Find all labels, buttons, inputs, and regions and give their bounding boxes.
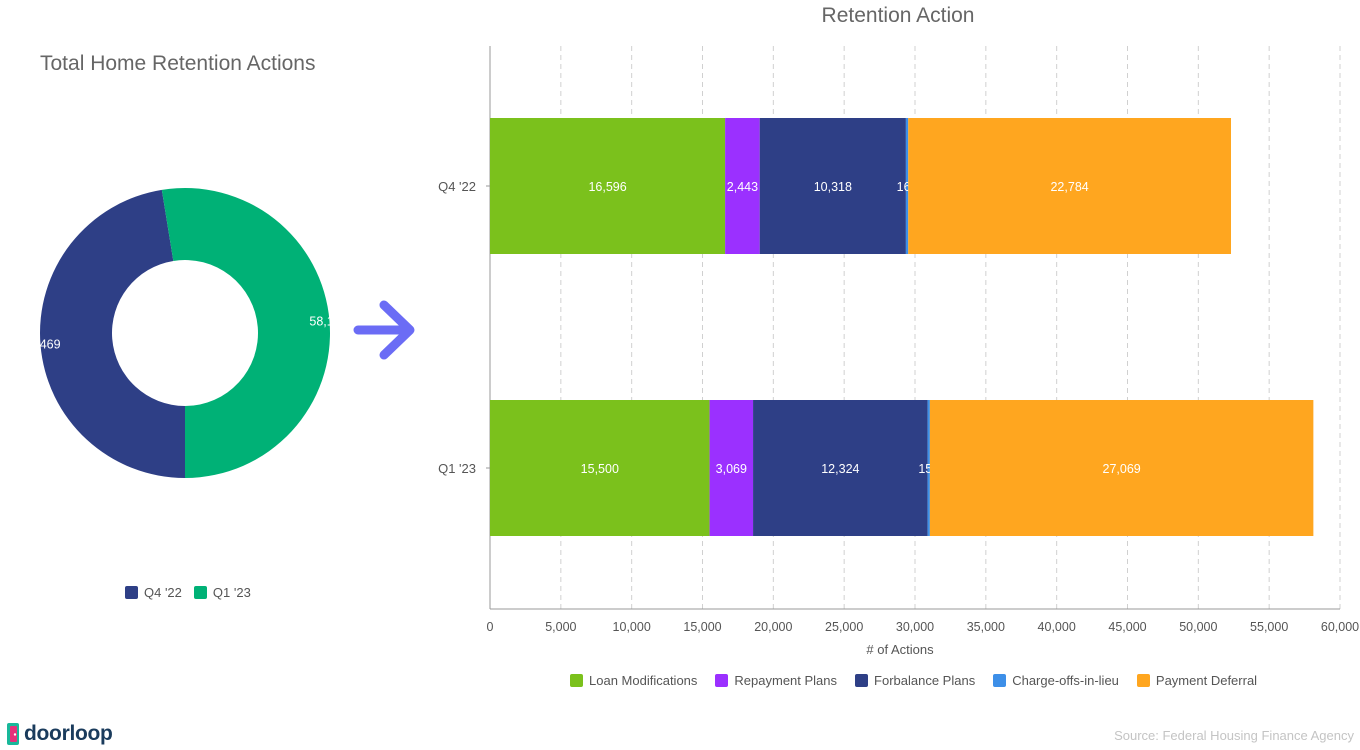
bar-forbalance-plans-q4-22	[759, 118, 906, 254]
donut-label-q1-23: 58,120	[309, 314, 347, 328]
legend-item-forbalance-plans: Forbalance Plans	[855, 673, 975, 688]
bar-loan-modifications-q4-22	[490, 118, 726, 254]
stacked-bar-chart: 0 5,000 10,000 15,000 20,000 25,000 30,000 35,0…	[438, 46, 1359, 634]
bar-repayment-plans-q4-22	[725, 118, 760, 254]
x-tick-label: 55,000	[1250, 620, 1288, 634]
donut-chart: 52,469 58,120	[22, 188, 348, 478]
legend-item-q4-22: Q4 '22	[125, 585, 182, 600]
bar-value-label: 27,069	[1103, 462, 1141, 476]
x-tick-label: 45,000	[1108, 620, 1146, 634]
brand-name: doorloop	[24, 722, 113, 745]
legend-swatch	[570, 674, 583, 687]
legend-item-payment-deferral: Payment Deferral	[1136, 673, 1258, 688]
x-tick-label: 35,000	[967, 620, 1005, 634]
legend-item-q1-23: Q1 '23	[193, 585, 251, 600]
bar-chart-title: Retention Action	[821, 4, 975, 27]
bar-value-label: 3,069	[716, 462, 747, 476]
x-tick-label: 0	[487, 620, 494, 634]
bar-legend: Loan Modifications Repayment Plans Forbala…	[570, 673, 1257, 688]
bar-value-label: 12,324	[821, 462, 859, 476]
bar-value-label: 16,596	[588, 180, 626, 194]
legend-swatch	[993, 674, 1007, 687]
legend-label: Forbalance Plans	[874, 673, 976, 688]
bar-value-label: 15,500	[581, 462, 619, 476]
x-tick-label: 10,000	[613, 620, 651, 634]
x-tick-label: 15,000	[683, 620, 721, 634]
legend-item-repayment-plans: Repayment Plans	[715, 673, 837, 688]
x-tick-label: 50,000	[1179, 620, 1217, 634]
legend-label: Loan Modifications	[589, 673, 698, 688]
donut-label-q4-22: 52,469	[22, 338, 60, 352]
donut-chart-title: Total Home Retention Actions	[40, 52, 316, 75]
bar-forbalance-plans-q1-23	[753, 400, 928, 536]
legend-label: Payment Deferral	[1155, 673, 1258, 688]
bar-payment-deferral-q1-23	[929, 400, 1314, 536]
donut-slice-q1-23	[161, 188, 330, 478]
bar-payment-deferral-q4-22	[908, 118, 1232, 254]
legend-item-loan-modifications: Loan Modifications	[570, 673, 697, 688]
x-tick-label: 5,000	[545, 620, 576, 634]
x-tick-label: 20,000	[754, 620, 792, 634]
legend-swatch	[715, 674, 729, 687]
x-tick-label: 25,000	[825, 620, 863, 634]
bar-charge-offs-in-lieu-q1-23	[927, 400, 930, 536]
legend-swatch	[855, 674, 869, 687]
y-category-label: Q4 '22	[438, 179, 476, 194]
y-category-label: Q1 '23	[438, 461, 476, 476]
x-tick-label: 30,000	[896, 620, 934, 634]
legend-swatch	[125, 586, 138, 599]
legend-swatch	[1136, 674, 1150, 687]
bar-charge-offs-in-lieu-q4-22	[905, 118, 909, 254]
legend-item-charge-offs-in-lieu: Charge-offs-in-lieu	[993, 673, 1119, 688]
door-logo-icon	[7, 723, 19, 745]
legend-label: Repayment Plans	[734, 673, 838, 688]
bar-value-label: 2,443	[727, 180, 758, 194]
x-tick-label: 60,000	[1321, 620, 1359, 634]
bar-value-label: 10,318	[814, 180, 852, 194]
donut-legend: Q4 '22 Q1 '23	[125, 585, 251, 600]
x-axis-label: # of Actions	[866, 642, 934, 657]
x-tick-label: 40,000	[1038, 620, 1076, 634]
doorloop-logo: doorloop	[6, 722, 113, 746]
legend-label: Q4 '22	[144, 585, 182, 600]
legend-swatch	[193, 586, 207, 599]
bar-value-label: 22,784	[1050, 180, 1088, 194]
bar-repayment-plans-q1-23	[709, 400, 754, 536]
arrow-right-icon	[353, 300, 415, 360]
bar-loan-modifications-q1-23	[490, 400, 710, 536]
donut-slice-q4-22	[39, 189, 185, 478]
legend-label: Charge-offs-in-lieu	[1012, 673, 1119, 688]
legend-label: Q1 '23	[212, 585, 251, 600]
source-note: Source: Federal Housing Finance Agency	[1114, 728, 1354, 743]
